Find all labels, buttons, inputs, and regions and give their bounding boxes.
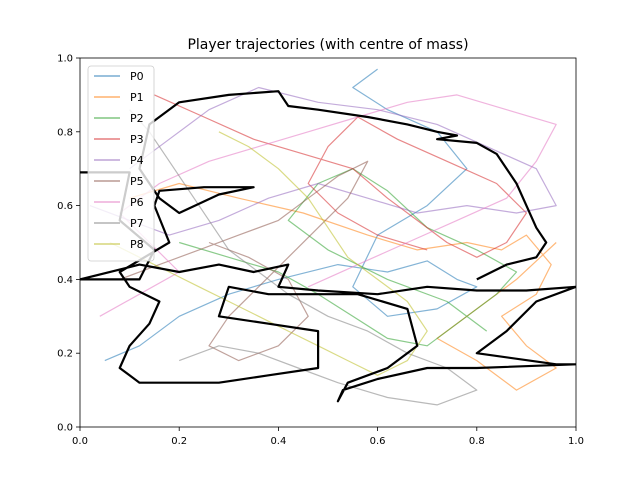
legend-label-p3: P3 <box>130 133 144 146</box>
x-axis: 0.0 0.2 0.4 0.6 0.8 1.0 <box>72 427 584 447</box>
series-line-p2 <box>179 168 518 347</box>
y-tick-label: 1.0 <box>57 54 73 65</box>
plot-frame <box>79 57 577 428</box>
y-tick-label: 0.8 <box>57 127 73 138</box>
x-tick-label: 0.4 <box>270 436 286 447</box>
chart-title: Player trajectories (with centre of mass… <box>187 37 468 53</box>
legend-label-p5: P5 <box>130 175 144 188</box>
centre-of-mass-layer <box>80 90 576 403</box>
legend-label-p6: P6 <box>130 196 144 209</box>
series-layer <box>89 68 557 406</box>
legend-label-p2: P2 <box>130 112 144 125</box>
x-tick-label: 0.0 <box>72 436 88 447</box>
y-tick-label: 0.0 <box>57 423 73 434</box>
legend-label-p7: P7 <box>130 217 144 230</box>
legend-box <box>87 65 155 262</box>
x-tick-label: 1.0 <box>568 436 584 447</box>
y-axis: 0.0 0.2 0.4 0.6 0.8 1.0 <box>57 54 80 434</box>
y-tick-label: 0.4 <box>57 275 73 286</box>
legend-label-p0: P0 <box>130 70 144 83</box>
legend-label-p8: P8 <box>130 238 144 251</box>
series-line-p3 <box>154 94 527 258</box>
series-line-p4 <box>89 86 557 236</box>
x-tick-label: 0.6 <box>370 436 386 447</box>
centre-of-mass-line <box>80 90 576 403</box>
y-tick-label: 0.6 <box>57 201 73 212</box>
x-tick-label: 0.2 <box>171 436 187 447</box>
series-line-p5 <box>119 160 369 362</box>
series-line-p8 <box>109 131 428 376</box>
legend-label-p4: P4 <box>130 154 144 167</box>
legend-label-p1: P1 <box>130 91 144 104</box>
y-tick-label: 0.2 <box>57 349 73 360</box>
series-line-p1 <box>129 182 557 391</box>
legend: P0 P1 P2 P3 P4 P5 P6 P7 P8 <box>87 65 155 262</box>
x-tick-label: 0.8 <box>469 436 485 447</box>
